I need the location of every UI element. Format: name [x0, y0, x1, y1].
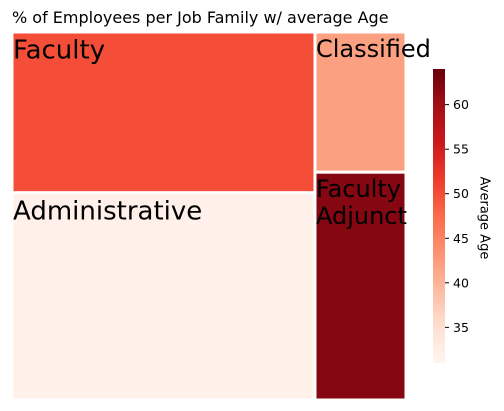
tile-label-faculty-adjunct: Faculty Adjunct	[316, 175, 407, 230]
tile-label-classified: Classified	[316, 35, 431, 63]
colorbar-tick-label-35: 35	[453, 320, 469, 335]
colorbar-tick-label-60: 60	[453, 97, 469, 112]
tile-classified	[313, 30, 408, 174]
tile-label-faculty: Faculty	[13, 36, 105, 66]
colorbar-scale	[433, 69, 445, 363]
tile-faculty-adjunct	[313, 170, 408, 402]
tile-label-administrative: Administrative	[13, 196, 202, 226]
colorbar-label: Average Age	[476, 176, 492, 260]
colorbar-tick-label-45: 45	[453, 231, 469, 246]
chart-title: % of Employees per Job Family w/ average…	[12, 8, 389, 27]
colorbar-tick-label-40: 40	[453, 275, 469, 290]
colorbar-tick-label-50: 50	[453, 186, 469, 201]
colorbar-tick-label-55: 55	[453, 142, 469, 157]
